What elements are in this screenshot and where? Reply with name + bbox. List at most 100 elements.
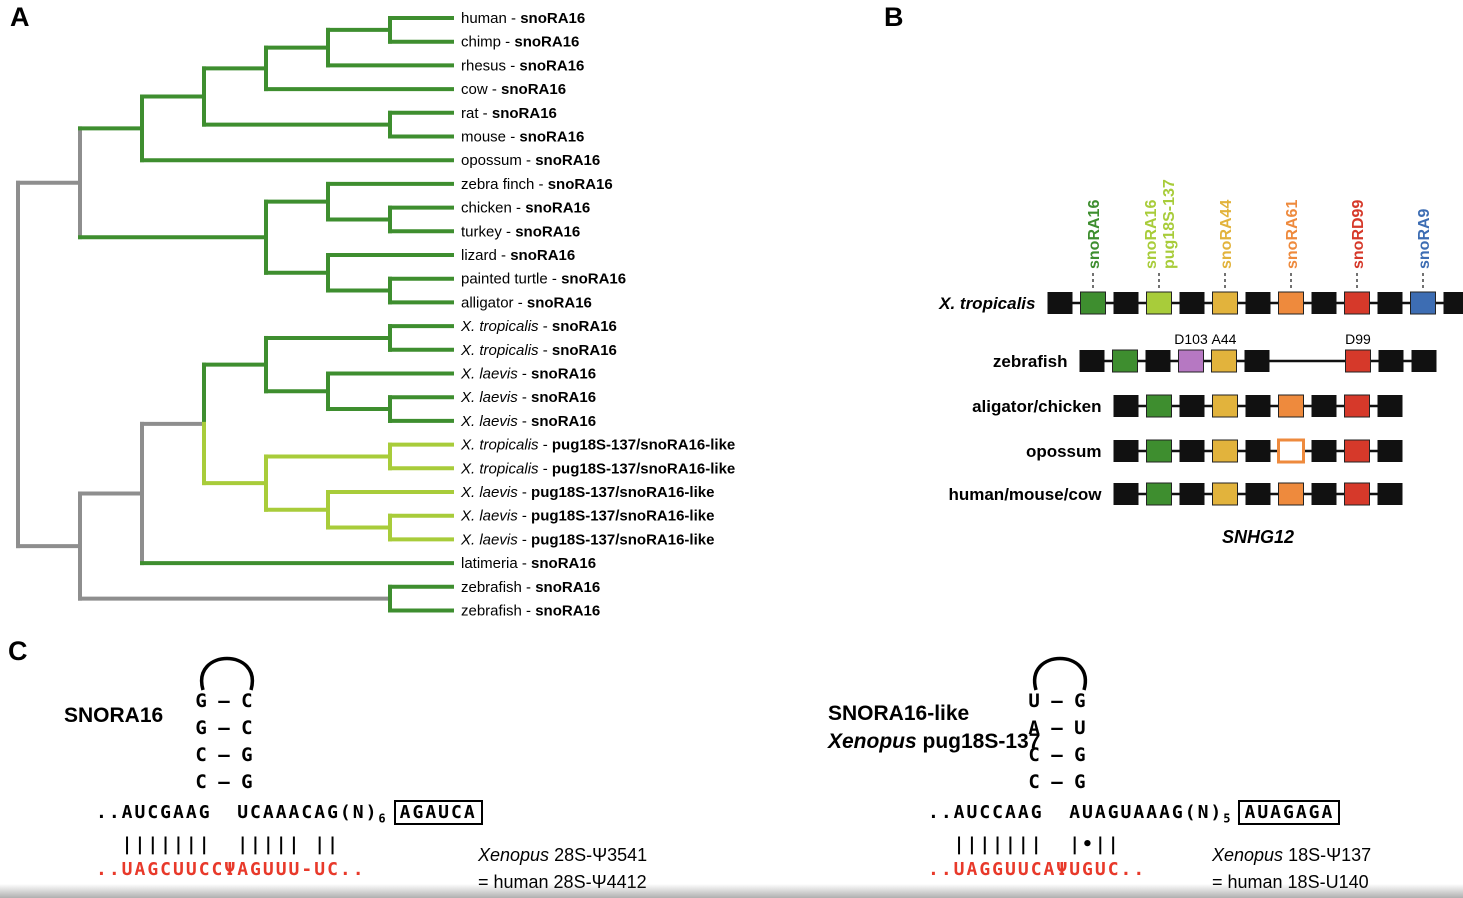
exon-box [1244, 350, 1270, 372]
exon-box [1179, 440, 1205, 462]
n-subscript: 6 [378, 811, 386, 826]
exon-box [1311, 292, 1337, 314]
tree-leaf-label: X. laevis - pug18S-137/snoRA16-like [460, 508, 714, 525]
snorna-box [1146, 482, 1172, 506]
leaf-gene: snoRA16 [519, 57, 584, 74]
snorna-box [1178, 349, 1204, 373]
tree-leaf-label: chicken - snoRA16 [461, 200, 590, 217]
leaf-species: opossum [461, 152, 522, 169]
hairpin-loop-icon [1032, 656, 1088, 691]
snorna-box [1344, 291, 1370, 315]
column-label: snoRD99 [1350, 200, 1367, 269]
host-gene-label: SNHG12 [1222, 527, 1294, 547]
column-label: pug18S-137 [1161, 179, 1178, 269]
n-subscript: 5 [1223, 811, 1231, 826]
stem-pair: C — G [1028, 744, 1086, 766]
exon-box [1245, 440, 1271, 462]
leaf-species: painted turtle [461, 271, 548, 288]
leaf-species: mouse [461, 129, 506, 146]
snorna-box [1211, 349, 1237, 373]
leaf-gene: snoRA16 [519, 129, 584, 146]
exon-box [1377, 395, 1403, 417]
base-pairing-bars: ||||||| |•|| [928, 833, 1121, 855]
leaf-species: X. tropicalis [460, 342, 539, 359]
exon-box [1411, 350, 1437, 372]
target-rna-sequence: ..UAGGUUCAΨUGUC.. [928, 858, 1147, 880]
species-name: Xenopus [828, 730, 917, 753]
stem-pair: U — G [1028, 690, 1086, 712]
row-species-label: aligator/chicken [972, 397, 1101, 416]
exon-box [1245, 483, 1271, 505]
exon-box [1377, 292, 1403, 314]
tree-leaf-label: X. laevis - pug18S-137/snoRA16-like [460, 484, 714, 501]
leaf-species: X. tropicalis [460, 318, 539, 335]
snorna-box [1146, 394, 1172, 418]
column-label: snoRA16 [1143, 200, 1160, 269]
tree-leaf-label: zebrafish - snoRA16 [461, 603, 600, 620]
snorna-box [1212, 394, 1238, 418]
snorna-id-label: D99 [1345, 331, 1371, 347]
snhg12-locus-diagram: X. tropicalis zebrafish D103 A44 D99 aligator… [938, 179, 1463, 547]
leaf-species: alligator [461, 294, 514, 311]
exon-box [1113, 483, 1139, 505]
snorna-box [1345, 349, 1371, 373]
exon-box [1179, 395, 1205, 417]
guide-sequence: ..AUCGAAG UCAAACAG(N) [96, 802, 379, 823]
panel-a-label: A [10, 2, 30, 32]
leaf-gene: snoRA16 [531, 389, 596, 406]
exon-box [1311, 395, 1337, 417]
exon-box [1079, 350, 1105, 372]
leaf-species: zebrafish [461, 579, 522, 596]
tree-leaf-label: alligator - snoRA16 [461, 294, 592, 311]
exon-box [1145, 350, 1171, 372]
title-line-1: SNORA16-like [828, 702, 970, 725]
annotation-line-1: Xenopus 18S-Ψ137 [1212, 842, 1371, 869]
leaf-gene: snoRA16 [510, 247, 575, 264]
target-rna-sequence: ..UAGCUUCCΨAGUUU-UC.. [96, 858, 366, 880]
leaf-gene: snoRA16 [520, 10, 585, 27]
exon-box [1378, 350, 1404, 372]
stem-pair: G — C [195, 690, 253, 712]
leaf-species: X. tropicalis [460, 460, 539, 477]
snorna-box [1278, 291, 1304, 315]
snora16like-structure-title: SNORA16-like Xenopus pug18S-137 [828, 700, 1040, 756]
leaf-gene: snoRA16 [552, 342, 617, 359]
panel-c-label: C [8, 636, 28, 666]
title-line-2: Xenopus pug18S-137 [828, 728, 1040, 756]
leaf-gene: snoRA16 [531, 555, 596, 572]
snora16like-stem-pairs: U — G A — U C — G C — G [1022, 688, 1092, 796]
tree-leaf-label: opossum - snoRA16 [461, 152, 600, 169]
leaf-species: chicken [461, 200, 512, 217]
snorna-box [1212, 439, 1238, 463]
leaf-gene: snoRA16 [514, 34, 579, 51]
leaf-gene: pug18S-137/snoRA16-like [552, 437, 735, 454]
tree-leaf-label: lizard - snoRA16 [461, 247, 575, 264]
leaf-gene: pug18S-137/snoRA16-like [531, 508, 714, 525]
hairpin-loop-icon [199, 656, 255, 691]
snorna-box [1212, 482, 1238, 506]
snorna-box [1344, 394, 1370, 418]
leaf-species: X. laevis [460, 413, 518, 430]
leaf-gene: snoRA16 [515, 223, 580, 240]
leaf-species: X. laevis [460, 366, 518, 383]
snorna-id-label: D103 [1174, 331, 1208, 347]
leaf-gene: snoRA16 [561, 271, 626, 288]
snora16like-alignment: ..AUCCAAG AUAGUAAAG(N)5 AUAGAGA ||||||| |… [928, 800, 1341, 882]
row-species-label: human/mouse/cow [948, 485, 1102, 504]
snorna-box [1212, 291, 1238, 315]
leaf-gene: pug18S-137/snoRA16-like [531, 484, 714, 501]
exon-box [1113, 395, 1139, 417]
h-box-motif: AGAUCA [393, 800, 483, 825]
exon-box [1377, 440, 1403, 462]
tree-leaf-label: X. tropicalis - snoRA16 [460, 342, 617, 359]
column-label: snoRA61 [1284, 200, 1301, 269]
leaf-gene: snoRA16 [531, 366, 596, 383]
leaf-species: latimeria [461, 555, 518, 572]
tree-leaf-label: rhesus - snoRA16 [461, 57, 584, 74]
exon-box [1443, 292, 1463, 314]
exon-box [1113, 292, 1139, 314]
guide-sequence: ..AUCCAAG AUAGUAAAG(N) [928, 802, 1224, 823]
leaf-species: cow [461, 81, 488, 98]
base-pairing-bars: ||||||| ||||| || [96, 833, 340, 855]
tree-leaf-label: cow - snoRA16 [461, 81, 566, 98]
